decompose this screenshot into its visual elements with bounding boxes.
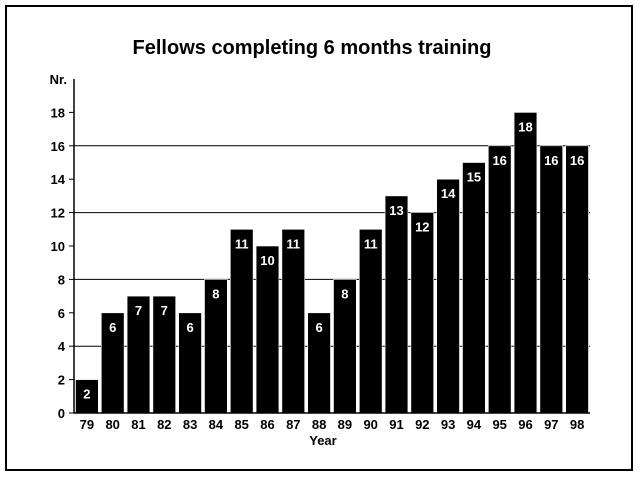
bar <box>513 112 538 414</box>
y-tick-label: 6 <box>58 306 65 321</box>
bar-value-label: 6 <box>315 320 322 335</box>
y-axis-ticks: 0 2 4 6 8 10 12 14 16 18 <box>51 105 74 421</box>
bar <box>384 195 409 414</box>
bar <box>255 245 280 414</box>
x-tick-label: 81 <box>131 417 145 432</box>
x-tick-label: 79 <box>80 417 94 432</box>
x-tick-label: 91 <box>389 417 403 432</box>
bars: 2 6 7 7 6 8 11 10 11 6 8 11 13 12 14 15 16 18 16 16 <box>75 112 589 414</box>
bar <box>410 212 434 414</box>
x-tick-label: 85 <box>234 417 248 432</box>
bar-value-label: 16 <box>492 153 506 168</box>
x-tick-label: 88 <box>312 417 326 432</box>
x-tick-label: 98 <box>570 417 584 432</box>
x-axis-label: Year <box>309 433 336 448</box>
x-tick-label: 83 <box>183 417 197 432</box>
y-tick-label: 12 <box>51 206 65 221</box>
bar <box>487 145 512 414</box>
y-axis-label: Nr. <box>50 72 67 87</box>
axes <box>73 79 590 414</box>
y-tick-label: 2 <box>58 373 65 388</box>
x-tick-label: 94 <box>467 417 482 432</box>
bar-value-label: 18 <box>518 119 532 134</box>
x-tick-label: 97 <box>544 417 558 432</box>
x-axis-ticks: 79 80 81 82 83 84 85 86 87 88 89 90 91 92 93 94 95 96 97 98 <box>80 417 585 432</box>
gridlines <box>74 145 590 347</box>
bar-value-label: 8 <box>341 286 348 301</box>
bar-value-label: 14 <box>441 186 456 201</box>
x-tick-label: 82 <box>157 417 171 432</box>
bar-value-label: 16 <box>544 153 558 168</box>
bar <box>230 229 254 414</box>
bar <box>281 229 305 414</box>
x-tick-label: 90 <box>363 417 377 432</box>
bar-value-label: 11 <box>235 236 249 251</box>
bar-value-label: 10 <box>260 253 274 268</box>
x-tick-label: 80 <box>105 417 119 432</box>
bar-value-label: 2 <box>83 387 90 402</box>
bar <box>358 229 383 414</box>
bar <box>539 145 564 414</box>
y-tick-label: 16 <box>51 139 65 154</box>
bar-value-label: 13 <box>389 203 403 218</box>
bar-value-label: 7 <box>135 303 142 318</box>
x-tick-label: 93 <box>441 417 455 432</box>
bar-value-label: 15 <box>467 170 481 185</box>
y-tick-label: 0 <box>58 406 65 421</box>
chart-title: Fellows completing 6 months training <box>133 37 492 59</box>
y-tick-label: 4 <box>58 339 66 354</box>
x-tick-label: 87 <box>286 417 300 432</box>
bar-value-label: 6 <box>186 320 193 335</box>
x-tick-label: 84 <box>209 417 224 432</box>
bar <box>565 145 589 414</box>
bar-value-label: 16 <box>570 153 584 168</box>
bar <box>462 162 486 414</box>
bar-value-label: 6 <box>109 320 116 335</box>
y-tick-label: 18 <box>51 105 65 120</box>
x-tick-label: 92 <box>415 417 429 432</box>
bar-value-label: 8 <box>212 286 219 301</box>
bar-value-label: 7 <box>161 303 168 318</box>
bar <box>436 178 460 414</box>
bar-value-label: 11 <box>286 236 300 251</box>
y-tick-label: 10 <box>51 239 65 254</box>
x-tick-label: 95 <box>492 417 506 432</box>
y-tick-label: 8 <box>58 272 65 287</box>
x-tick-label: 89 <box>338 417 352 432</box>
y-tick-label: 14 <box>51 172 66 187</box>
bar-value-label: 11 <box>364 236 378 251</box>
bar-value-label: 12 <box>415 220 429 235</box>
x-tick-label: 86 <box>260 417 274 432</box>
x-tick-label: 96 <box>518 417 532 432</box>
